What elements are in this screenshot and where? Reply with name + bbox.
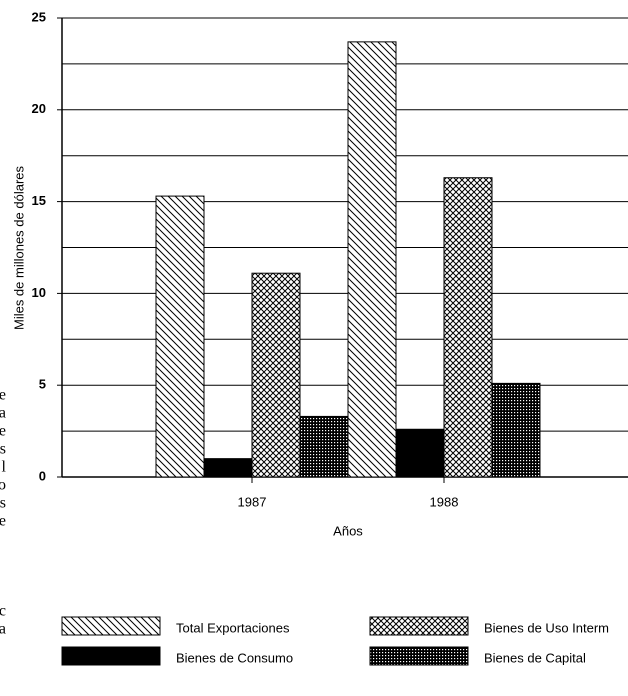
- margin-fragment: s: [0, 495, 6, 512]
- bar: [299, 415, 349, 478]
- legend-swatch: [61, 646, 161, 666]
- y-tick-label: 5: [39, 377, 46, 392]
- margin-fragment: c: [0, 603, 6, 620]
- bar: [155, 195, 205, 478]
- legend-swatch: [369, 616, 469, 636]
- legend-label: Bienes de Uso Interm: [484, 620, 609, 635]
- margin-fragment: a: [0, 621, 6, 638]
- margin-fragment: e: [0, 423, 6, 440]
- legend-label: Bienes de Consumo: [176, 650, 293, 665]
- legend-label: Total Exportaciones: [176, 620, 290, 635]
- bar: [347, 41, 397, 478]
- legend-swatch: [369, 646, 469, 666]
- margin-fragment: o: [0, 477, 6, 494]
- margin-fragment: s: [0, 441, 6, 458]
- y-tick-label: 25: [32, 9, 46, 24]
- y-tick-label: 10: [32, 285, 46, 300]
- legend-swatch: [61, 616, 161, 636]
- y-tick-label: 20: [32, 101, 46, 116]
- y-tick-label: 15: [32, 193, 46, 208]
- margin-fragment: l: [2, 459, 7, 476]
- legend-label: Bienes de Capital: [484, 650, 586, 665]
- margin-fragment: a: [0, 405, 6, 422]
- bar: [203, 458, 253, 478]
- x-tick-label: 1988: [430, 494, 459, 509]
- margin-fragment: e: [0, 513, 6, 530]
- x-tick-label: 1987: [238, 494, 267, 509]
- bar: [491, 382, 541, 478]
- y-tick-label: 0: [39, 468, 46, 483]
- y-axis-label: Miles de millones de dólares: [11, 165, 26, 330]
- bar: [395, 428, 445, 478]
- bar: [251, 272, 301, 478]
- bar: [443, 177, 493, 478]
- x-axis-label: Años: [333, 523, 363, 538]
- margin-fragment: e: [0, 387, 6, 404]
